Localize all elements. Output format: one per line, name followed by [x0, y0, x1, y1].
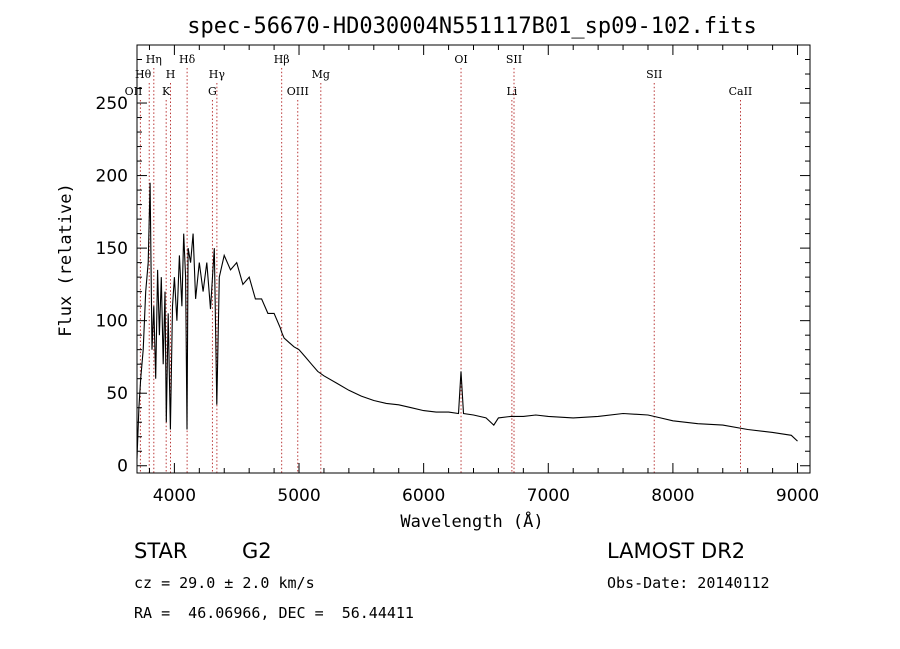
spectral-line-label: Hδ — [179, 53, 196, 66]
x-tick-label: 5000 — [277, 486, 320, 506]
y-tick-label: 100 — [96, 312, 128, 332]
y-tick-label: 250 — [96, 94, 128, 114]
y-tick-label: 0 — [117, 457, 128, 477]
spectral-line-label: Hη — [146, 53, 162, 66]
redshift-cz: cz = 29.0 ± 2.0 km/s — [134, 574, 315, 592]
y-axis-label: Flux (relative) — [56, 183, 76, 337]
y-tick-label: 50 — [106, 384, 128, 404]
spectral-line-label: Li — [506, 85, 517, 98]
spectral-line-label: Hθ — [135, 68, 152, 81]
object-subclass: G2 — [242, 539, 272, 563]
x-tick-label: 6000 — [402, 486, 445, 506]
chart-title: spec-56670-HD030004N551117B01_sp09-102.f… — [187, 14, 757, 39]
spectral-line-label: H — [166, 68, 176, 81]
spectral-line-label: CaII — [729, 85, 753, 98]
plot-frame — [136, 44, 811, 474]
spectral-line-label: OI — [454, 53, 467, 66]
spectrum-series — [136, 182, 798, 459]
spectral-line-label: G — [208, 85, 217, 98]
x-tick-label: 9000 — [776, 486, 819, 506]
axis-ticks: 4000 5000 6000 7000 8000 9000 0 50 100 150 200 250 — [96, 45, 819, 506]
observation-date: Obs-Date: 20140112 — [607, 574, 770, 592]
spectral-line-label: Hβ — [274, 53, 290, 66]
x-tick-label: 4000 — [153, 486, 196, 506]
x-tick-label: 7000 — [527, 486, 570, 506]
y-tick-label: 200 — [96, 167, 128, 187]
y-tick-label: 150 — [96, 239, 128, 259]
spectral-line-label: Hγ — [209, 68, 226, 81]
x-tick-label: 8000 — [651, 486, 694, 506]
spectral-line-label: SII — [506, 53, 522, 66]
spectrum-line — [136, 182, 798, 459]
spectral-line-label: Mg — [312, 68, 330, 81]
object-class: STAR — [134, 539, 188, 563]
spectral-line-label: SII — [646, 68, 662, 81]
survey-name: LAMOST DR2 — [607, 539, 746, 563]
coordinates: RA = 46.06966, DEC = 56.44411 — [134, 604, 414, 622]
spectral-line-label: OIII — [287, 85, 309, 98]
spectral-line-label: K — [162, 85, 171, 98]
x-axis-label: Wavelength (Å) — [400, 510, 543, 532]
